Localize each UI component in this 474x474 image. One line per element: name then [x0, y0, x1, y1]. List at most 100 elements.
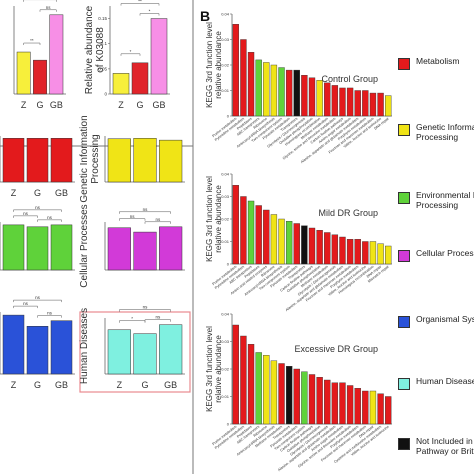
significance-label: **: [138, 0, 142, 4]
chart-title: Excessive DR Group: [294, 344, 378, 354]
legend-item-human: Human Diseases: [398, 376, 474, 390]
bar-gb: [50, 138, 73, 183]
bar-1-7: [285, 221, 293, 265]
y-axis-title-line: of K03088: [95, 27, 106, 73]
bar-0-9: [301, 74, 308, 117]
bar-g: [26, 138, 49, 183]
legend-label: Cellular Processes: [416, 248, 474, 258]
bar-0-6: [278, 67, 285, 117]
bar-1-5: [270, 214, 278, 265]
y-tick-label: 0.01: [221, 88, 230, 93]
legend-item-not-included: Not Included in Pathway or Brite: [398, 436, 474, 456]
bar-2-18: [369, 390, 377, 425]
bar-g: [131, 62, 149, 95]
significance-bracket: [119, 211, 171, 214]
y-axis-title: Cellular Processes: [79, 204, 90, 287]
bar-1-3: [255, 205, 262, 265]
bar-0-5: [270, 64, 278, 117]
y-axis-title-line: KEGG 3rd function level: [205, 326, 214, 412]
legend-item-metabolism: Metabolism: [398, 56, 459, 70]
bar-1-15: [346, 239, 354, 265]
bar-z: [16, 51, 31, 95]
bar-2-16: [354, 388, 361, 425]
y-tick-label: 0.01: [221, 394, 230, 399]
y-axis-title-line: Cellular Processes: [79, 204, 90, 287]
bar-0-2: [247, 52, 255, 117]
y-axis-title: KEGG 3rd function level relative abundanc…: [205, 176, 223, 262]
significance-label: ns: [47, 215, 53, 220]
bar-0-1: [240, 39, 247, 117]
bar-1-13: [331, 234, 339, 265]
significance-bracket: [37, 315, 62, 318]
y-axis-title-line: KEGG 3rd function level: [205, 176, 214, 262]
bar-2-5: [270, 360, 278, 425]
y-axis-title: Human Diseases: [79, 308, 90, 384]
y-tick-label: 0: [227, 114, 230, 119]
bar-0-17: [362, 90, 369, 117]
bar-g0: [107, 227, 131, 271]
y-tick-label: 0.02: [221, 217, 230, 222]
legend-label: Genetic InformatiProcessing: [416, 122, 474, 142]
bar-1-8: [293, 223, 300, 265]
y-axis-title: KEGG 3rd function level relative abundanc…: [205, 326, 223, 412]
significance-bracket: [119, 309, 171, 312]
bar-g: [26, 326, 49, 375]
bar-z: [2, 314, 25, 375]
y-tick-label: 0.02: [221, 63, 230, 68]
x-tick-label: GB: [152, 100, 165, 110]
bar-g1: [26, 226, 49, 271]
y-axis-title: KEGG 3rd function level relative abundanc…: [205, 22, 223, 108]
significance-label: ns: [23, 301, 29, 306]
significance-bracket: [13, 299, 62, 303]
bar-1-12: [324, 232, 331, 265]
bar-0-4: [263, 62, 270, 117]
legend-label: Human Diseases: [416, 376, 474, 386]
x-tick-label: G: [36, 100, 43, 110]
significance-label: ns: [23, 211, 29, 216]
significance-label: *: [131, 316, 133, 321]
chart-title: Control Group: [321, 74, 378, 84]
x-tick-label: Z: [11, 188, 17, 198]
legend-swatch: [398, 192, 410, 204]
significance-bracket: [23, 42, 41, 46]
x-tick-label: G: [136, 100, 143, 110]
y-tick-label: 0: [227, 262, 230, 267]
bar-1-17: [362, 241, 369, 265]
highlight-frame: [79, 311, 191, 393]
y-axis-title-line: KEGG 3rd function level: [205, 22, 214, 108]
bar-gb: [159, 324, 183, 375]
significance-bracket: [139, 13, 160, 16]
bar-0-14: [339, 87, 346, 117]
significance-bracket: [13, 215, 38, 218]
significance-label: ns: [35, 205, 41, 210]
x-tick-label: Z: [11, 380, 17, 390]
legend-label: Not Included in Pathway or Brite: [416, 436, 474, 456]
x-tick-label: GB: [50, 100, 63, 110]
bar-1-10: [308, 227, 316, 265]
bar-g: [133, 333, 157, 375]
significance-bracket: [119, 218, 146, 221]
bar-2-13: [331, 382, 339, 425]
bar-z: [107, 329, 131, 375]
y-axis-title-line: Processing: [90, 134, 101, 183]
bar-0-3: [255, 59, 262, 117]
significance-label: ns: [155, 217, 161, 222]
y-axis-title-line: Genetic Information: [79, 115, 90, 202]
bar-1-4: [263, 209, 270, 265]
significance-bracket: [120, 3, 160, 6]
bar-2-19: [377, 393, 384, 425]
bar-g0: [2, 224, 25, 271]
bar-g1: [133, 138, 157, 183]
legend-swatch: [398, 250, 410, 262]
x-tick-label: G: [34, 188, 41, 198]
bar-2-12: [324, 379, 331, 425]
bar-2-10: [308, 374, 316, 425]
y-tick-label: 0: [104, 92, 107, 97]
significance-label: ns: [35, 295, 41, 300]
bar-g2: [159, 139, 183, 183]
y-tick-label: 0.05: [98, 66, 107, 71]
legend-item-genetic: Genetic InformatiProcessing: [398, 122, 474, 142]
panel-letter-b: B: [200, 8, 211, 24]
